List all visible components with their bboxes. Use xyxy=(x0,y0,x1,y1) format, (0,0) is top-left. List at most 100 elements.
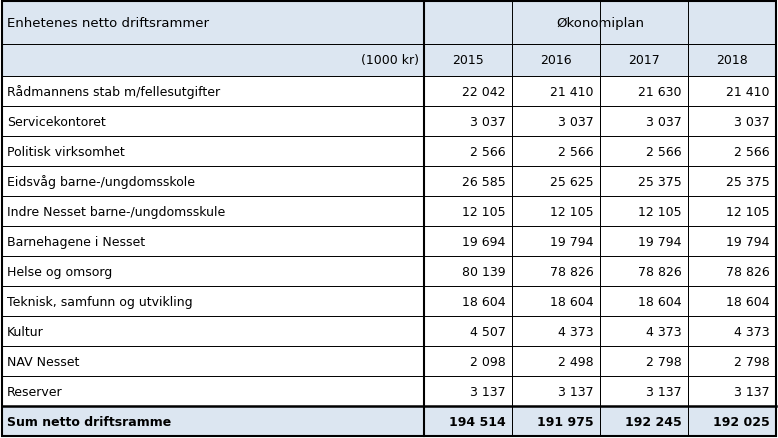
Text: Enhetenes netto driftsrammer: Enhetenes netto driftsrammer xyxy=(7,17,209,30)
Text: Eidsvåg barne-/ungdomsskole: Eidsvåg barne-/ungdomsskole xyxy=(7,175,195,189)
Bar xyxy=(2,286,424,316)
Text: 2 566: 2 566 xyxy=(647,145,682,159)
Bar xyxy=(600,77,688,107)
Bar xyxy=(2,346,424,376)
Text: Politisk virksomhet: Politisk virksomhet xyxy=(7,145,124,159)
Bar xyxy=(2,257,424,286)
Text: 2 798: 2 798 xyxy=(734,355,770,368)
Bar xyxy=(512,137,600,167)
Text: 2016: 2016 xyxy=(540,54,572,67)
Bar xyxy=(2,45,424,77)
Bar xyxy=(688,376,776,406)
Text: 3 037: 3 037 xyxy=(647,116,682,128)
Text: 192 025: 192 025 xyxy=(713,414,770,427)
Text: 78 826: 78 826 xyxy=(638,265,682,278)
Text: 2 566: 2 566 xyxy=(559,145,594,159)
Text: 4 373: 4 373 xyxy=(734,325,770,338)
Text: 3 137: 3 137 xyxy=(734,385,770,398)
Bar xyxy=(424,107,512,137)
Bar xyxy=(424,2,776,45)
Bar xyxy=(688,286,776,316)
Bar xyxy=(2,77,424,107)
Text: 80 139: 80 139 xyxy=(462,265,506,278)
Text: 21 410: 21 410 xyxy=(550,85,594,99)
Bar xyxy=(688,197,776,226)
Text: (1000 kr): (1000 kr) xyxy=(361,54,419,67)
Bar xyxy=(512,406,600,436)
Bar xyxy=(512,77,600,107)
Bar xyxy=(600,286,688,316)
Text: 3 037: 3 037 xyxy=(734,116,770,128)
Bar xyxy=(688,45,776,77)
Text: 3 037: 3 037 xyxy=(470,116,506,128)
Bar xyxy=(600,316,688,346)
Text: 2 566: 2 566 xyxy=(470,145,506,159)
Text: 2018: 2018 xyxy=(716,54,748,67)
Bar xyxy=(424,77,512,107)
Text: 26 585: 26 585 xyxy=(462,175,506,188)
Bar xyxy=(424,137,512,167)
Bar xyxy=(688,257,776,286)
Bar xyxy=(512,45,600,77)
Text: 19 794: 19 794 xyxy=(639,235,682,248)
Bar xyxy=(424,376,512,406)
Text: 19 694: 19 694 xyxy=(462,235,506,248)
Bar xyxy=(512,167,600,197)
Text: 21 410: 21 410 xyxy=(727,85,770,99)
Text: Indre Nesset barne-/ungdomsskule: Indre Nesset barne-/ungdomsskule xyxy=(7,205,226,218)
Bar xyxy=(2,2,424,45)
Text: 12 105: 12 105 xyxy=(550,205,594,218)
Text: 18 604: 18 604 xyxy=(727,295,770,308)
Text: 194 514: 194 514 xyxy=(449,414,506,427)
Text: 2 798: 2 798 xyxy=(647,355,682,368)
Text: 4 373: 4 373 xyxy=(647,325,682,338)
Text: 3 137: 3 137 xyxy=(470,385,506,398)
Text: 19 794: 19 794 xyxy=(550,235,594,248)
Bar xyxy=(2,376,424,406)
Text: 4 507: 4 507 xyxy=(470,325,506,338)
Bar xyxy=(688,346,776,376)
Text: NAV Nesset: NAV Nesset xyxy=(7,355,79,368)
Bar xyxy=(512,346,600,376)
Bar xyxy=(600,137,688,167)
Text: Helse og omsorg: Helse og omsorg xyxy=(7,265,112,278)
Text: 2017: 2017 xyxy=(628,54,660,67)
Text: 25 375: 25 375 xyxy=(638,175,682,188)
Bar xyxy=(512,286,600,316)
Bar xyxy=(600,167,688,197)
Bar xyxy=(424,45,512,77)
Text: 2015: 2015 xyxy=(452,54,484,67)
Text: Økonomiplan: Økonomiplan xyxy=(556,17,644,30)
Bar xyxy=(512,316,600,346)
Text: Sum netto driftsramme: Sum netto driftsramme xyxy=(7,414,171,427)
Bar xyxy=(688,316,776,346)
Text: 2 098: 2 098 xyxy=(470,355,506,368)
Text: Servicekontoret: Servicekontoret xyxy=(7,116,106,128)
Text: 78 826: 78 826 xyxy=(726,265,770,278)
Text: Rådmannens stab m/fellesutgifter: Rådmannens stab m/fellesutgifter xyxy=(7,85,220,99)
Bar xyxy=(424,167,512,197)
Bar xyxy=(600,346,688,376)
Bar xyxy=(512,226,600,257)
Text: 3 137: 3 137 xyxy=(647,385,682,398)
Bar xyxy=(688,167,776,197)
Text: 3 137: 3 137 xyxy=(559,385,594,398)
Text: Kultur: Kultur xyxy=(7,325,44,338)
Bar xyxy=(600,197,688,226)
Text: 19 794: 19 794 xyxy=(727,235,770,248)
Bar xyxy=(688,77,776,107)
Bar xyxy=(600,107,688,137)
Text: 25 375: 25 375 xyxy=(726,175,770,188)
Bar xyxy=(600,257,688,286)
Bar xyxy=(600,376,688,406)
Text: 2 498: 2 498 xyxy=(559,355,594,368)
Bar xyxy=(424,257,512,286)
Text: Teknisk, samfunn og utvikling: Teknisk, samfunn og utvikling xyxy=(7,295,193,308)
Text: 12 105: 12 105 xyxy=(727,205,770,218)
Text: Reserver: Reserver xyxy=(7,385,62,398)
Bar xyxy=(424,286,512,316)
Text: 18 604: 18 604 xyxy=(462,295,506,308)
Bar xyxy=(600,45,688,77)
Text: 18 604: 18 604 xyxy=(638,295,682,308)
Text: 2 566: 2 566 xyxy=(734,145,770,159)
